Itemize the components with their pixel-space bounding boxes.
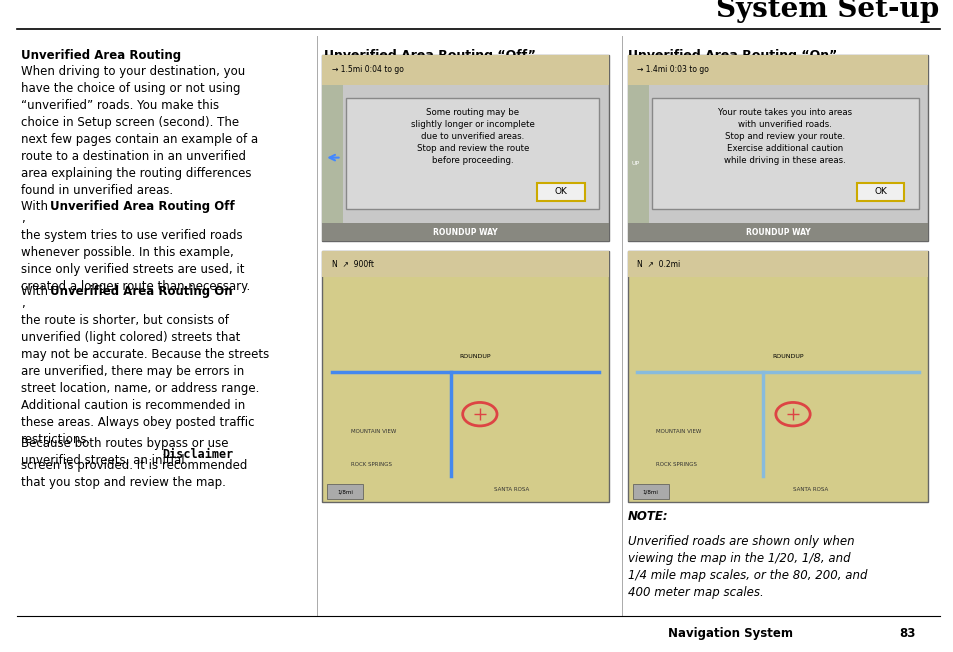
Text: 1/8mi: 1/8mi — [642, 489, 658, 494]
Text: ROUNDUP WAY: ROUNDUP WAY — [433, 228, 497, 237]
FancyBboxPatch shape — [627, 251, 927, 277]
Text: Some routing may be
slightly longer or incomplete
due to unverified areas.
Stop : Some routing may be slightly longer or i… — [411, 108, 534, 165]
FancyBboxPatch shape — [627, 251, 927, 502]
Text: Unverified Area Routing Off: Unverified Area Routing Off — [50, 200, 234, 213]
Text: Because both routes bypass or use
unverified streets, an initial: Because both routes bypass or use unveri… — [21, 437, 229, 467]
FancyBboxPatch shape — [322, 251, 608, 502]
FancyBboxPatch shape — [537, 183, 584, 201]
Text: Navigation System: Navigation System — [667, 627, 792, 640]
Text: With: With — [21, 285, 51, 298]
FancyBboxPatch shape — [322, 85, 343, 241]
FancyBboxPatch shape — [322, 223, 608, 241]
Text: ,
the system tries to use verified roads
whenever possible. In this example,
sin: , the system tries to use verified roads… — [21, 212, 250, 293]
FancyBboxPatch shape — [627, 223, 927, 241]
Text: Unverified Area Routing On: Unverified Area Routing On — [50, 285, 232, 298]
FancyBboxPatch shape — [346, 98, 598, 209]
Text: Unverified Area Routing “On”: Unverified Area Routing “On” — [627, 49, 836, 62]
Text: ROUNDUP WAY: ROUNDUP WAY — [745, 228, 809, 237]
Text: SANTA ROSA: SANTA ROSA — [792, 487, 827, 492]
FancyBboxPatch shape — [856, 183, 903, 201]
FancyBboxPatch shape — [627, 85, 648, 241]
FancyBboxPatch shape — [627, 55, 927, 85]
Text: 83: 83 — [899, 627, 915, 640]
Text: N  ↗  900ft: N ↗ 900ft — [332, 259, 374, 269]
Text: 1/8mi: 1/8mi — [337, 489, 353, 494]
FancyBboxPatch shape — [322, 251, 608, 277]
Text: → 1.4mi 0:03 to go: → 1.4mi 0:03 to go — [637, 65, 708, 74]
FancyBboxPatch shape — [651, 98, 918, 209]
Text: Your route takes you into areas
with unverified roads.
Stop and review your rout: Your route takes you into areas with unv… — [718, 108, 851, 165]
Text: System Set-up: System Set-up — [716, 0, 939, 23]
Text: N  ↗  0.2mi: N ↗ 0.2mi — [637, 259, 679, 269]
FancyBboxPatch shape — [632, 484, 668, 499]
Text: ROUNDUP: ROUNDUP — [459, 354, 491, 359]
Text: With: With — [21, 200, 51, 213]
Text: ROCK SPRINGS: ROCK SPRINGS — [351, 462, 392, 467]
Text: Unverified roads are shown only when
viewing the map in the 1/20, 1/8, and
1/4 m: Unverified roads are shown only when vie… — [627, 535, 866, 599]
Text: OK: OK — [554, 187, 567, 196]
Text: → 1.5mi 0:04 to go: → 1.5mi 0:04 to go — [332, 65, 403, 74]
Text: Unverified Area Routing: Unverified Area Routing — [21, 49, 181, 62]
Text: Unverified Area Routing “Off”: Unverified Area Routing “Off” — [324, 49, 536, 62]
Text: ,
the route is shorter, but consists of
unverified (light colored) streets that
: , the route is shorter, but consists of … — [21, 297, 269, 446]
FancyBboxPatch shape — [327, 484, 363, 499]
Text: ROCK SPRINGS: ROCK SPRINGS — [656, 462, 697, 467]
Text: ROUNDUP: ROUNDUP — [771, 354, 802, 359]
Text: UP: UP — [631, 160, 639, 166]
Text: SANTA ROSA: SANTA ROSA — [494, 487, 529, 492]
Text: NOTE:: NOTE: — [627, 510, 668, 523]
Text: When driving to your destination, you
have the choice of using or not using
“unv: When driving to your destination, you ha… — [21, 65, 258, 197]
Text: MOUNTAIN VIEW: MOUNTAIN VIEW — [351, 429, 396, 434]
Text: MOUNTAIN VIEW: MOUNTAIN VIEW — [656, 429, 701, 434]
FancyBboxPatch shape — [322, 55, 608, 241]
Text: Disclaimer: Disclaimer — [162, 448, 233, 461]
FancyBboxPatch shape — [322, 55, 608, 85]
Text: OK: OK — [873, 187, 886, 196]
Text: screen is provided. It is recommended
that you stop and review the map.: screen is provided. It is recommended th… — [21, 459, 247, 489]
FancyBboxPatch shape — [627, 55, 927, 241]
